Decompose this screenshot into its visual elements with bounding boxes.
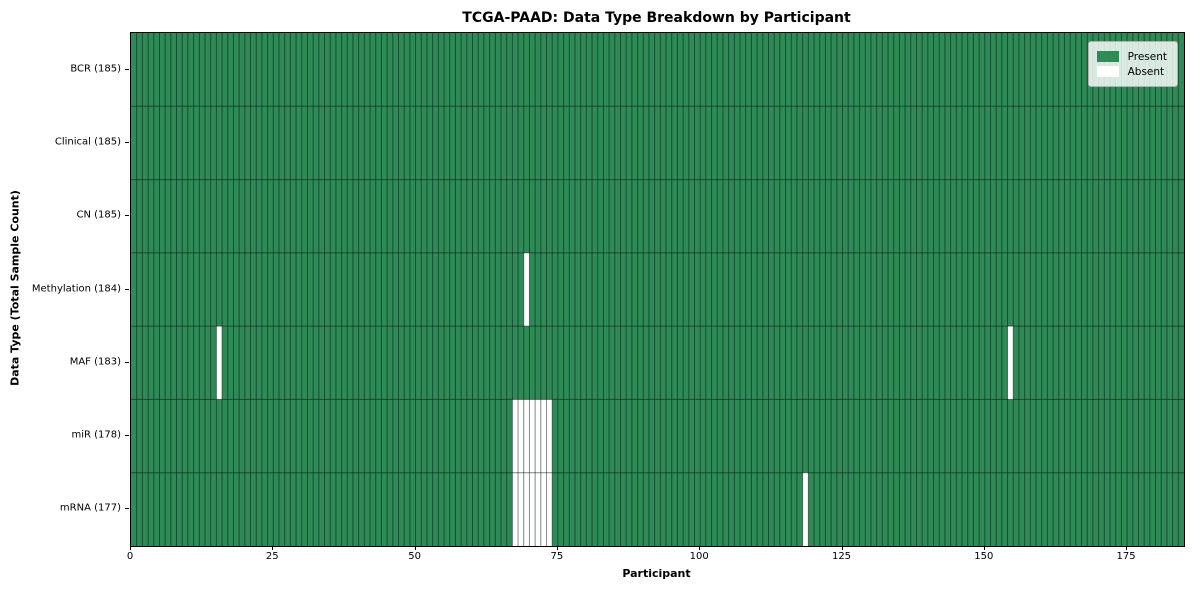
legend-label-present: Present	[1127, 50, 1167, 63]
legend-item-absent: Absent	[1096, 64, 1167, 79]
absent-cell	[540, 399, 547, 473]
plot-area	[130, 32, 1185, 547]
x-tick-mark	[272, 546, 274, 550]
x-tick-mark	[1126, 546, 1128, 550]
absent-cell	[802, 472, 809, 546]
absent-cell	[518, 472, 524, 546]
legend-item-present: Present	[1096, 49, 1167, 64]
absent-cell	[523, 399, 530, 473]
y-tick-label-mir: miR (178)	[71, 429, 121, 441]
y-tick-label-mrna: mRNA (177)	[59, 502, 121, 514]
absent-cell	[512, 399, 519, 473]
y-tick-mark	[125, 435, 129, 437]
absent-cell	[523, 472, 530, 546]
x-tick-label: 75	[550, 551, 564, 562]
y-tick-label-maf: MAF (183)	[69, 356, 121, 368]
y-tick-mark	[125, 508, 129, 510]
absent-cell	[523, 252, 530, 327]
absent-cell	[529, 472, 536, 546]
x-tick-mark	[556, 546, 558, 550]
x-tick-label: 175	[1116, 551, 1136, 562]
x-tick-mark	[841, 546, 843, 550]
x-tick-mark	[414, 546, 416, 550]
y-tick-label-clinical: Clinical (185)	[54, 136, 121, 148]
y-tick-mark	[125, 361, 129, 363]
y-tick-label-bcr: BCR (185)	[70, 63, 121, 75]
legend-label-absent: Absent	[1127, 65, 1165, 78]
x-tick-mark	[130, 546, 131, 550]
x-tick-label: 25	[265, 551, 279, 562]
absent-cell	[546, 472, 553, 546]
y-tick-label-cn: CN (185)	[76, 209, 121, 221]
x-tick-label: 0	[126, 551, 134, 562]
x-axis-label: Participant	[622, 567, 691, 580]
absent-swatch-icon	[1096, 66, 1119, 77]
absent-cell	[512, 472, 519, 546]
x-tick-label: 150	[974, 551, 994, 562]
absent-cell	[535, 472, 541, 546]
y-tick-mark	[125, 141, 129, 143]
x-tick-label: 50	[408, 551, 421, 562]
legend: Present Absent	[1087, 41, 1178, 87]
x-tick-mark	[983, 546, 985, 550]
present-background	[131, 33, 1184, 546]
absent-cell	[546, 399, 553, 473]
y-tick-mark	[125, 215, 129, 217]
absent-cell	[1007, 326, 1014, 400]
x-tick-label: 100	[689, 551, 709, 562]
y-tick-mark	[125, 68, 129, 70]
chart-title: TCGA-PAAD: Data Type Breakdown by Partic…	[462, 10, 851, 26]
x-tick-label: 125	[831, 551, 852, 562]
absent-cell	[529, 399, 536, 473]
absent-cell	[216, 326, 223, 400]
absent-cell	[540, 472, 547, 546]
absent-cell	[518, 399, 524, 473]
y-tick-label-methylation: Methylation (184)	[31, 283, 121, 294]
y-tick-mark	[125, 288, 129, 290]
heatmap-grid	[131, 33, 1184, 546]
present-swatch-icon	[1096, 51, 1119, 62]
x-tick-mark	[699, 546, 701, 550]
absent-cell	[535, 399, 541, 473]
